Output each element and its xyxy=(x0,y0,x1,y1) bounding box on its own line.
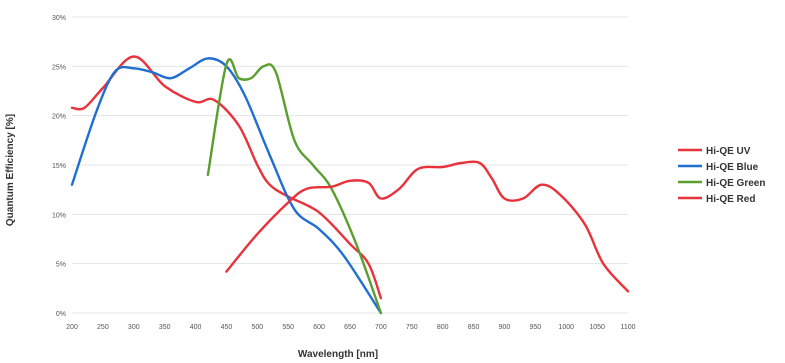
legend-label-hi-qe-blue: Hi-QE Blue xyxy=(706,162,759,173)
y-tick-label: 30% xyxy=(52,15,66,22)
legend-label-hi-qe-red: Hi-QE Red xyxy=(706,194,755,205)
legend-label-hi-qe-green: Hi-QE Green xyxy=(706,178,765,189)
x-tick-label: 450 xyxy=(221,324,233,331)
x-tick-label: 500 xyxy=(251,324,263,331)
x-tick-label: 850 xyxy=(468,324,480,331)
x-tick-label: 800 xyxy=(437,324,449,331)
x-tick-label: 750 xyxy=(406,324,418,331)
x-tick-label: 1000 xyxy=(558,324,574,331)
series-line-hi-qe-blue xyxy=(70,57,383,315)
y-tick-label: 10% xyxy=(52,212,66,219)
x-tick-label: 550 xyxy=(282,324,294,331)
x-tick-label: 350 xyxy=(159,324,171,331)
y-axis-title: Quantum Efficiency [%] xyxy=(5,114,16,226)
x-axis-title: Wavelength [nm] xyxy=(298,349,378,360)
x-tick-label: 900 xyxy=(499,324,511,331)
series-line-hi-qe-green xyxy=(206,58,383,315)
series-line-hi-qe-red xyxy=(225,160,630,293)
y-axis-ticks: 0% 5% 10% 15% 20% 25% 30% xyxy=(52,15,66,318)
x-tick-label: 1050 xyxy=(589,324,605,331)
y-tick-label: 20% xyxy=(52,114,66,121)
x-tick-label: 650 xyxy=(344,324,356,331)
x-axis-ticks: 200 250 300 350 400 450 500 550 600 650 700 750 800 8… xyxy=(66,324,635,331)
y-tick-label: 15% xyxy=(52,163,66,170)
legend-label-hi-qe-uv: Hi-QE UV xyxy=(706,146,751,157)
x-tick-label: 600 xyxy=(313,324,325,331)
y-tick-label: 25% xyxy=(52,64,66,71)
series-line-hi-qe-uv xyxy=(70,55,383,300)
x-tick-label: 250 xyxy=(97,324,109,331)
x-tick-label: 200 xyxy=(66,324,78,331)
x-tick-label: 1100 xyxy=(620,324,635,331)
gridlines xyxy=(72,16,628,314)
x-tick-label: 400 xyxy=(190,324,202,331)
x-tick-label: 700 xyxy=(375,324,387,331)
series-lines xyxy=(70,55,630,315)
x-tick-label: 300 xyxy=(128,324,140,331)
legend: Hi-QE UV Hi-QE Blue Hi-QE Green Hi-QE Red xyxy=(678,146,765,205)
y-tick-label: 0% xyxy=(56,311,66,318)
x-tick-label: 950 xyxy=(529,324,541,331)
y-tick-label: 5% xyxy=(56,262,66,269)
